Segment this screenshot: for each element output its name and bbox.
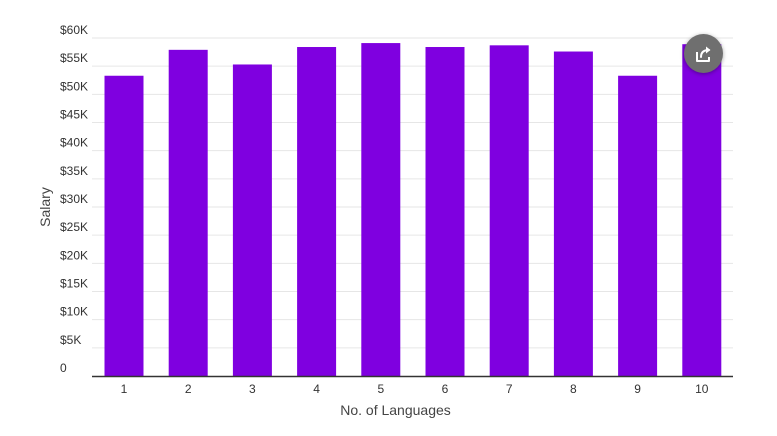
bar bbox=[553, 51, 593, 377]
share-icon bbox=[695, 46, 710, 62]
y-tick-label: $10K bbox=[60, 305, 88, 319]
y-tick-label: $15K bbox=[60, 277, 88, 291]
y-tick-label: $45K bbox=[60, 108, 88, 122]
y-tick-label: $25K bbox=[60, 220, 88, 234]
y-tick-label: $40K bbox=[60, 136, 88, 150]
y-tick-label: $30K bbox=[60, 192, 88, 206]
x-tick-label: 6 bbox=[442, 382, 449, 396]
x-tick-label: 3 bbox=[249, 382, 256, 396]
y-axis-title: Salary bbox=[37, 187, 53, 227]
bar bbox=[425, 47, 465, 376]
x-tick-label: 4 bbox=[313, 382, 320, 396]
y-tick-label: $5K bbox=[60, 333, 81, 347]
bar bbox=[168, 49, 208, 377]
bar bbox=[489, 45, 529, 376]
x-tick-label: 10 bbox=[695, 382, 709, 396]
bar bbox=[361, 43, 401, 376]
y-tick-label: $35K bbox=[60, 164, 88, 178]
bar bbox=[618, 75, 658, 376]
y-tick-label: $55K bbox=[60, 51, 88, 65]
bar bbox=[232, 64, 272, 376]
x-tick-labels: 1 2 3 4 5 6 7 8 9 10 bbox=[121, 382, 709, 396]
x-tick-label: 8 bbox=[570, 382, 577, 396]
x-tick-label: 5 bbox=[377, 382, 384, 396]
x-tick-label: 7 bbox=[506, 382, 513, 396]
x-axis-title: No. of Languages bbox=[340, 402, 451, 418]
x-tick-label: 2 bbox=[185, 382, 192, 396]
y-tick-label: 0 bbox=[60, 361, 67, 375]
y-tick-label: $20K bbox=[60, 248, 88, 262]
x-tick-label: 1 bbox=[121, 382, 128, 396]
bar bbox=[682, 44, 722, 377]
x-tick-label: 9 bbox=[634, 382, 641, 396]
bar bbox=[104, 75, 144, 376]
share-button[interactable] bbox=[684, 34, 723, 73]
bar bbox=[297, 47, 337, 376]
y-tick-label: $60K bbox=[60, 23, 88, 37]
y-tick-labels: 0 $5K $10K $15K $20K $25K $30K $35K $40K $45K $50K… bbox=[60, 23, 88, 375]
bars bbox=[104, 43, 722, 377]
y-tick-label: $50K bbox=[60, 79, 88, 93]
